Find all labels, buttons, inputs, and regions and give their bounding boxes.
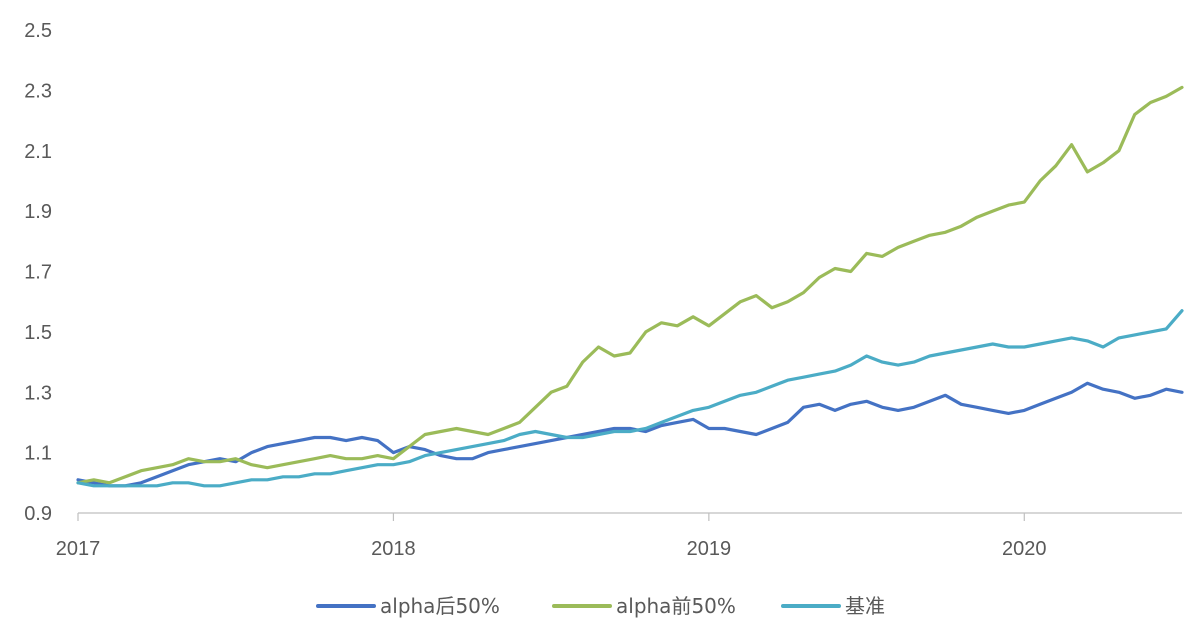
y-tick-label: 2.3 (24, 80, 52, 102)
legend-label-2: 基准 (845, 594, 885, 618)
series-line-0 (76, 381, 1184, 488)
y-tick-label: 1.3 (24, 382, 52, 404)
series-lines (76, 85, 1184, 488)
series-line-1 (76, 85, 1184, 485)
x-tick-label: 2018 (371, 538, 416, 560)
legend-label-0: alpha后50% (380, 594, 500, 618)
y-tick-label: 2.5 (24, 20, 52, 42)
legend-label-1: alpha前50% (616, 594, 736, 618)
y-tick-label: 1.5 (24, 322, 52, 344)
series-line-2 (76, 309, 1184, 488)
y-tick-label: 2.1 (24, 141, 52, 163)
x-tick-label: 2020 (1002, 538, 1047, 560)
x-tick-label: 2017 (56, 538, 101, 560)
y-tick-label: 0.9 (24, 503, 52, 525)
y-tick-label: 1.7 (24, 262, 52, 284)
y-tick-label: 1.9 (24, 201, 52, 223)
y-tick-label: 1.1 (24, 443, 52, 465)
y-axis-tick-labels: 0.9 1.1 1.3 1.5 1.7 1.9 2.1 2.3 2.5 (24, 20, 52, 525)
legend: alpha后50% alpha前50% 基准 (316, 594, 885, 618)
x-axis: 2017 2018 2019 2020 (56, 512, 1182, 560)
x-tick-label: 2019 (687, 538, 732, 560)
